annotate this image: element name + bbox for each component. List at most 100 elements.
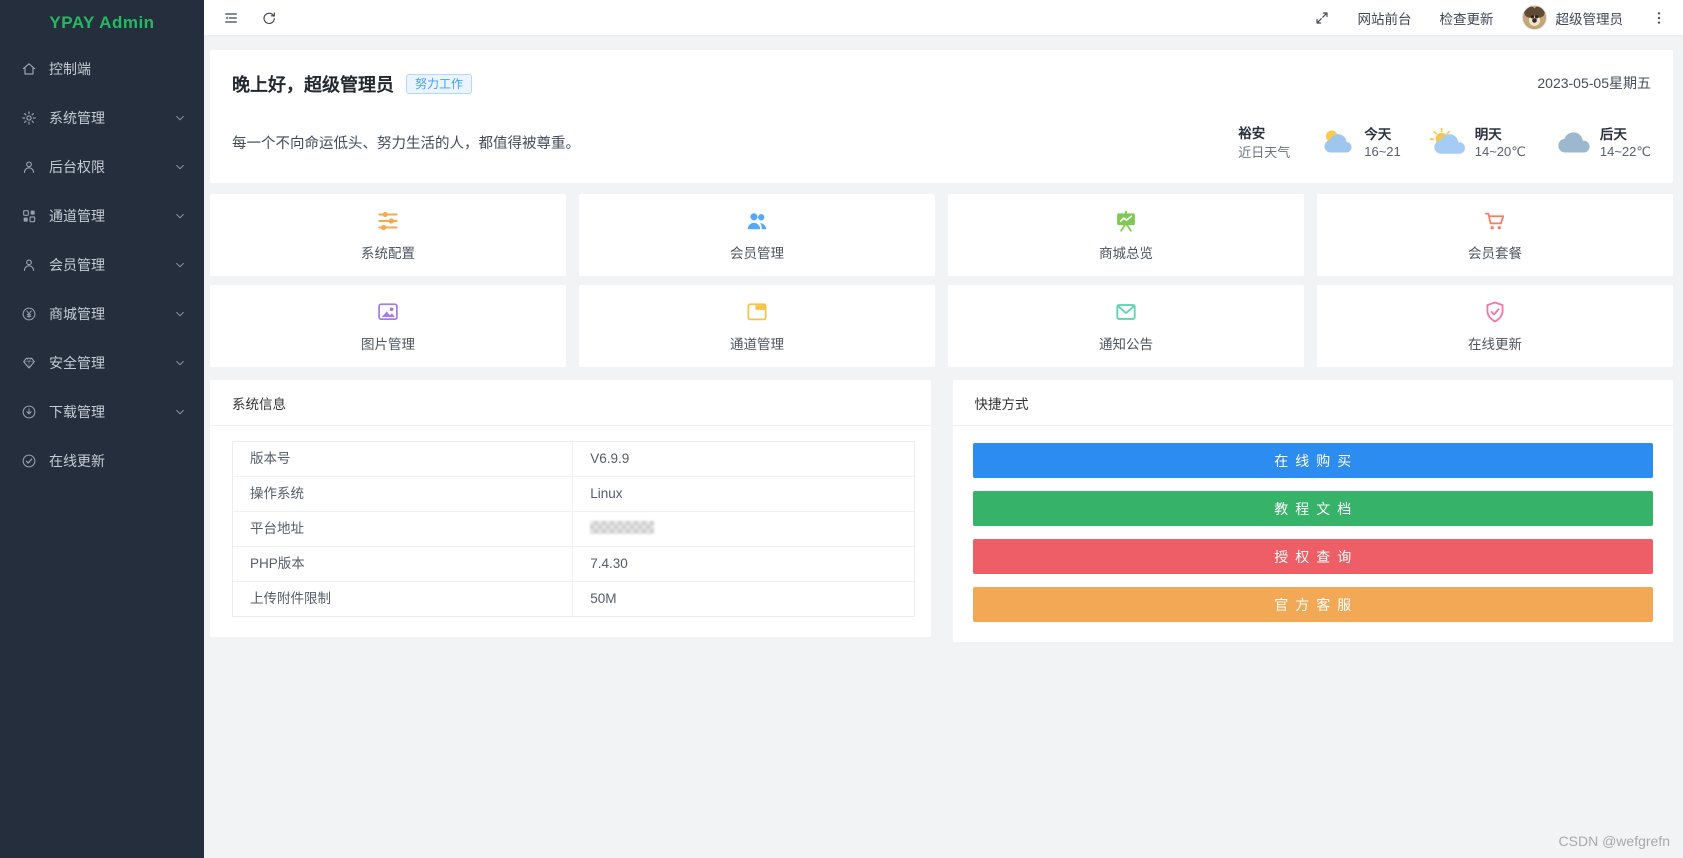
window-icon bbox=[744, 299, 770, 325]
info-label: 版本号 bbox=[233, 442, 574, 476]
shortcut-card-online-update[interactable]: 在线更新 bbox=[1317, 285, 1673, 367]
quick-action-license-query[interactable]: 授权查询 bbox=[972, 539, 1653, 574]
system-info-table: 版本号 V6.9.9 操作系统 Linux 平台地址 PHP版本 7.4.30 … bbox=[232, 441, 915, 617]
shortcut-card-member-management[interactable]: 会员管理 bbox=[579, 194, 935, 276]
cloud-sun-icon bbox=[1317, 127, 1359, 157]
check-circle-icon bbox=[21, 453, 37, 469]
forecast-meta: 今天 16~21 bbox=[1364, 123, 1401, 161]
grid-icon bbox=[21, 208, 37, 224]
greeting-panel: 晚上好，超级管理员 努力工作 2023-05-05星期五 每一个不向命运低头、努… bbox=[210, 50, 1673, 183]
site-front-link[interactable]: 网站前台 bbox=[1357, 11, 1412, 27]
user-menu[interactable]: 超级管理员 bbox=[1521, 5, 1624, 30]
home-icon bbox=[21, 61, 37, 77]
mood-badge: 努力工作 bbox=[406, 74, 473, 94]
forecast-temp: 14~22℃ bbox=[1599, 144, 1651, 159]
chevron-down-icon bbox=[174, 308, 186, 320]
kebab-menu-icon[interactable] bbox=[1651, 10, 1667, 26]
gem-icon bbox=[21, 355, 37, 371]
shortcut-grid: 系统配置 会员管理 商城总览 会员套餐 图片管理 通道管理 通知公告 在线更新 bbox=[210, 194, 1673, 367]
cart-icon bbox=[1482, 208, 1508, 234]
sidebar-item-download-management[interactable]: 下载管理 bbox=[0, 387, 204, 436]
info-value: Linux bbox=[590, 486, 623, 501]
chevron-down-icon bbox=[174, 112, 186, 124]
sidebar-item-mall-management[interactable]: 商城管理 bbox=[0, 289, 204, 338]
forecast-temp: 14~20℃ bbox=[1474, 144, 1526, 159]
refresh-icon[interactable] bbox=[261, 10, 277, 26]
forecast-temp: 16~21 bbox=[1364, 144, 1401, 159]
username: 超级管理员 bbox=[1555, 11, 1624, 27]
shortcut-card-label: 通道管理 bbox=[730, 337, 784, 352]
shortcut-card-member-packages[interactable]: 会员套餐 bbox=[1317, 194, 1673, 276]
user-icon bbox=[21, 159, 37, 175]
sidebar-item-admin-permissions[interactable]: 后台权限 bbox=[0, 142, 204, 191]
quick-action-buy-online[interactable]: 在线购买 bbox=[972, 443, 1653, 478]
info-value: 7.4.30 bbox=[590, 556, 628, 571]
weather-caption: 近日天气 bbox=[1238, 145, 1291, 160]
forecast-day: 今天 bbox=[1364, 127, 1392, 142]
system-info-body: 版本号 V6.9.9 操作系统 Linux 平台地址 PHP版本 7.4.30 … bbox=[210, 426, 931, 637]
info-value bbox=[573, 512, 913, 546]
forecast-list: 今天 16~21 明天 14~20℃ 后天 14~22℃ bbox=[1317, 123, 1651, 161]
shortcut-card-notice-announcement[interactable]: 通知公告 bbox=[948, 285, 1304, 367]
shortcut-card-label: 在线更新 bbox=[1468, 337, 1522, 352]
sidebar-item-label: 安全管理 bbox=[49, 354, 105, 371]
sidebar-item-label: 控制端 bbox=[49, 60, 91, 77]
gear-icon bbox=[21, 110, 37, 126]
sidebar-item-control-panel[interactable]: 控制端 bbox=[0, 44, 204, 93]
quick-actions-panel: 快捷方式 在线购买 教程文档 授权查询 官方客服 bbox=[952, 380, 1674, 642]
info-label: 平台地址 bbox=[233, 512, 574, 546]
board-chart-icon bbox=[1113, 208, 1139, 234]
shortcut-card-mall-overview[interactable]: 商城总览 bbox=[948, 194, 1304, 276]
shortcut-card-system-config[interactable]: 系统配置 bbox=[210, 194, 566, 276]
shortcut-card-label: 通知公告 bbox=[1099, 337, 1153, 352]
chevron-down-icon bbox=[174, 406, 186, 418]
shortcut-card-label: 图片管理 bbox=[361, 337, 415, 352]
sun-cloud-icon bbox=[1428, 127, 1470, 157]
forecast-day: 明天 bbox=[1474, 127, 1502, 142]
forecast-item: 后天 14~22℃ bbox=[1553, 123, 1651, 161]
yen-circle-icon bbox=[21, 306, 37, 322]
system-info-title: 系统信息 bbox=[210, 380, 931, 426]
check-update-link[interactable]: 检查更新 bbox=[1439, 11, 1494, 27]
sidebar-item-system-management[interactable]: 系统管理 bbox=[0, 93, 204, 142]
topbar-left bbox=[223, 10, 277, 26]
weather-city: 裕安 近日天气 bbox=[1238, 122, 1290, 162]
sidebar-item-security-management[interactable]: 安全管理 bbox=[0, 338, 204, 387]
topbar: 网站前台 检查更新 超级管理员 bbox=[204, 0, 1683, 35]
sidebar-item-channel-management[interactable]: 通道管理 bbox=[0, 191, 204, 240]
info-label: 操作系统 bbox=[233, 477, 574, 511]
info-value: 50M bbox=[590, 591, 617, 606]
shield-check-icon bbox=[1482, 299, 1508, 325]
watermark: CSDN @wefgrefn bbox=[1558, 833, 1670, 849]
redacted-value bbox=[590, 521, 655, 535]
fullscreen-icon[interactable] bbox=[1314, 10, 1330, 26]
topbar-right: 网站前台 检查更新 超级管理员 bbox=[1314, 5, 1668, 30]
forecast-meta: 明天 14~20℃ bbox=[1475, 123, 1526, 161]
shortcut-card-label: 商城总览 bbox=[1099, 246, 1153, 261]
sidebar-item-online-update[interactable]: 在线更新 bbox=[0, 436, 204, 485]
quick-actions-body: 在线购买教程文档授权查询官方客服 bbox=[953, 426, 1674, 642]
weather-widget: 裕安 近日天气 今天 16~21 明天 14~20℃ 后天 14~22℃ bbox=[1238, 122, 1651, 162]
greeting-title-row: 晚上好，超级管理员 努力工作 bbox=[232, 71, 1651, 97]
quick-action-official-support[interactable]: 官方客服 bbox=[972, 587, 1653, 622]
info-label: 上传附件限制 bbox=[233, 582, 574, 616]
greeting-second-row: 每一个不向命运低头、努力生活的人，都值得被尊重。 裕安 近日天气 今天 16~2… bbox=[232, 122, 1651, 162]
chevron-down-icon bbox=[174, 259, 186, 271]
shortcut-card-label: 会员管理 bbox=[730, 246, 784, 261]
sidebar-item-label: 下载管理 bbox=[49, 403, 105, 420]
sidebar-item-label: 会员管理 bbox=[49, 256, 105, 273]
sliders-icon bbox=[375, 208, 401, 234]
table-row: 操作系统 Linux bbox=[233, 477, 914, 512]
shortcut-card-channel-management[interactable]: 通道管理 bbox=[579, 285, 935, 367]
user-icon bbox=[21, 257, 37, 273]
collapse-sidebar-icon[interactable] bbox=[223, 10, 239, 26]
shortcut-card-label: 系统配置 bbox=[361, 246, 415, 261]
sidebar-item-member-management[interactable]: 会员管理 bbox=[0, 240, 204, 289]
download-circle-icon bbox=[21, 404, 37, 420]
forecast-day: 后天 bbox=[1599, 127, 1627, 142]
shortcut-card-image-management[interactable]: 图片管理 bbox=[210, 285, 566, 367]
quick-action-tutorial-docs[interactable]: 教程文档 bbox=[972, 491, 1653, 526]
chevron-down-icon bbox=[174, 210, 186, 222]
table-row: 版本号 V6.9.9 bbox=[233, 442, 914, 477]
